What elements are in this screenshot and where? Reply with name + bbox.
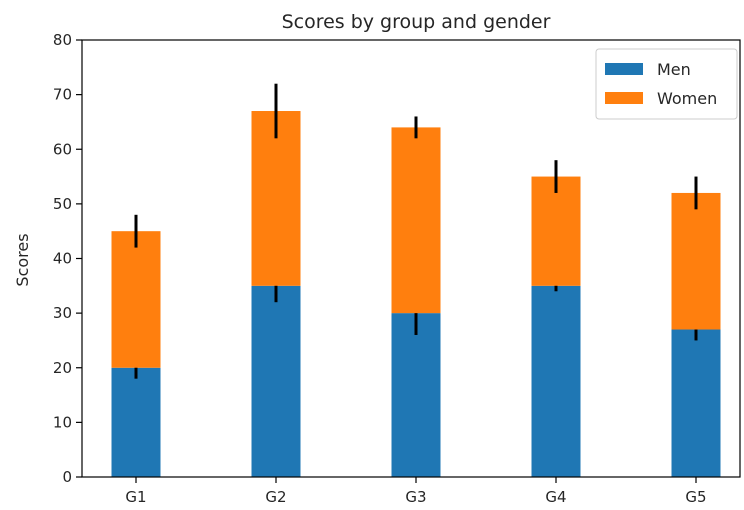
plot-area <box>111 83 721 477</box>
y-tick-label-60: 60 <box>53 140 72 158</box>
bar-women-g2 <box>251 111 301 286</box>
x-tick-label-g2: G2 <box>265 488 286 506</box>
y-tick-label-10: 10 <box>53 413 72 431</box>
legend-label-men: Men <box>657 60 691 79</box>
y-tick-label-20: 20 <box>53 359 72 377</box>
x-tick-label-g1: G1 <box>125 488 146 506</box>
x-tick-label-g3: G3 <box>405 488 426 506</box>
y-tick-label-40: 40 <box>53 250 72 268</box>
bar-women-g4 <box>531 176 581 286</box>
bar-men-g4 <box>531 285 581 477</box>
bar-men-g5 <box>671 329 721 477</box>
legend-swatch-women <box>605 92 643 104</box>
legend: Men Women <box>595 48 738 120</box>
y-tick-label-50: 50 <box>53 195 72 213</box>
y-tick-label-30: 30 <box>53 304 72 322</box>
legend-swatch-men <box>605 63 643 75</box>
x-tick-label-g4: G4 <box>545 488 566 506</box>
x-tick-label-g5: G5 <box>685 488 706 506</box>
bar-women-g3 <box>391 127 441 314</box>
y-tick-label-0: 0 <box>62 468 72 486</box>
chart-title: Scores by group and gender <box>282 11 551 33</box>
legend-label-women: Women <box>657 89 717 108</box>
bar-women-g1 <box>111 231 161 368</box>
y-tick-label-70: 70 <box>53 86 72 104</box>
bar-men-g2 <box>251 285 301 477</box>
y-tick-label-80: 80 <box>53 31 72 49</box>
bar-men-g1 <box>111 367 161 477</box>
bar-women-g5 <box>671 192 721 330</box>
axes: 0 10 20 30 40 50 60 70 80 G1 G2 G3 G4 G5 <box>53 31 741 506</box>
y-axis-title: Scores <box>13 233 32 286</box>
bar-men-g3 <box>391 313 441 477</box>
